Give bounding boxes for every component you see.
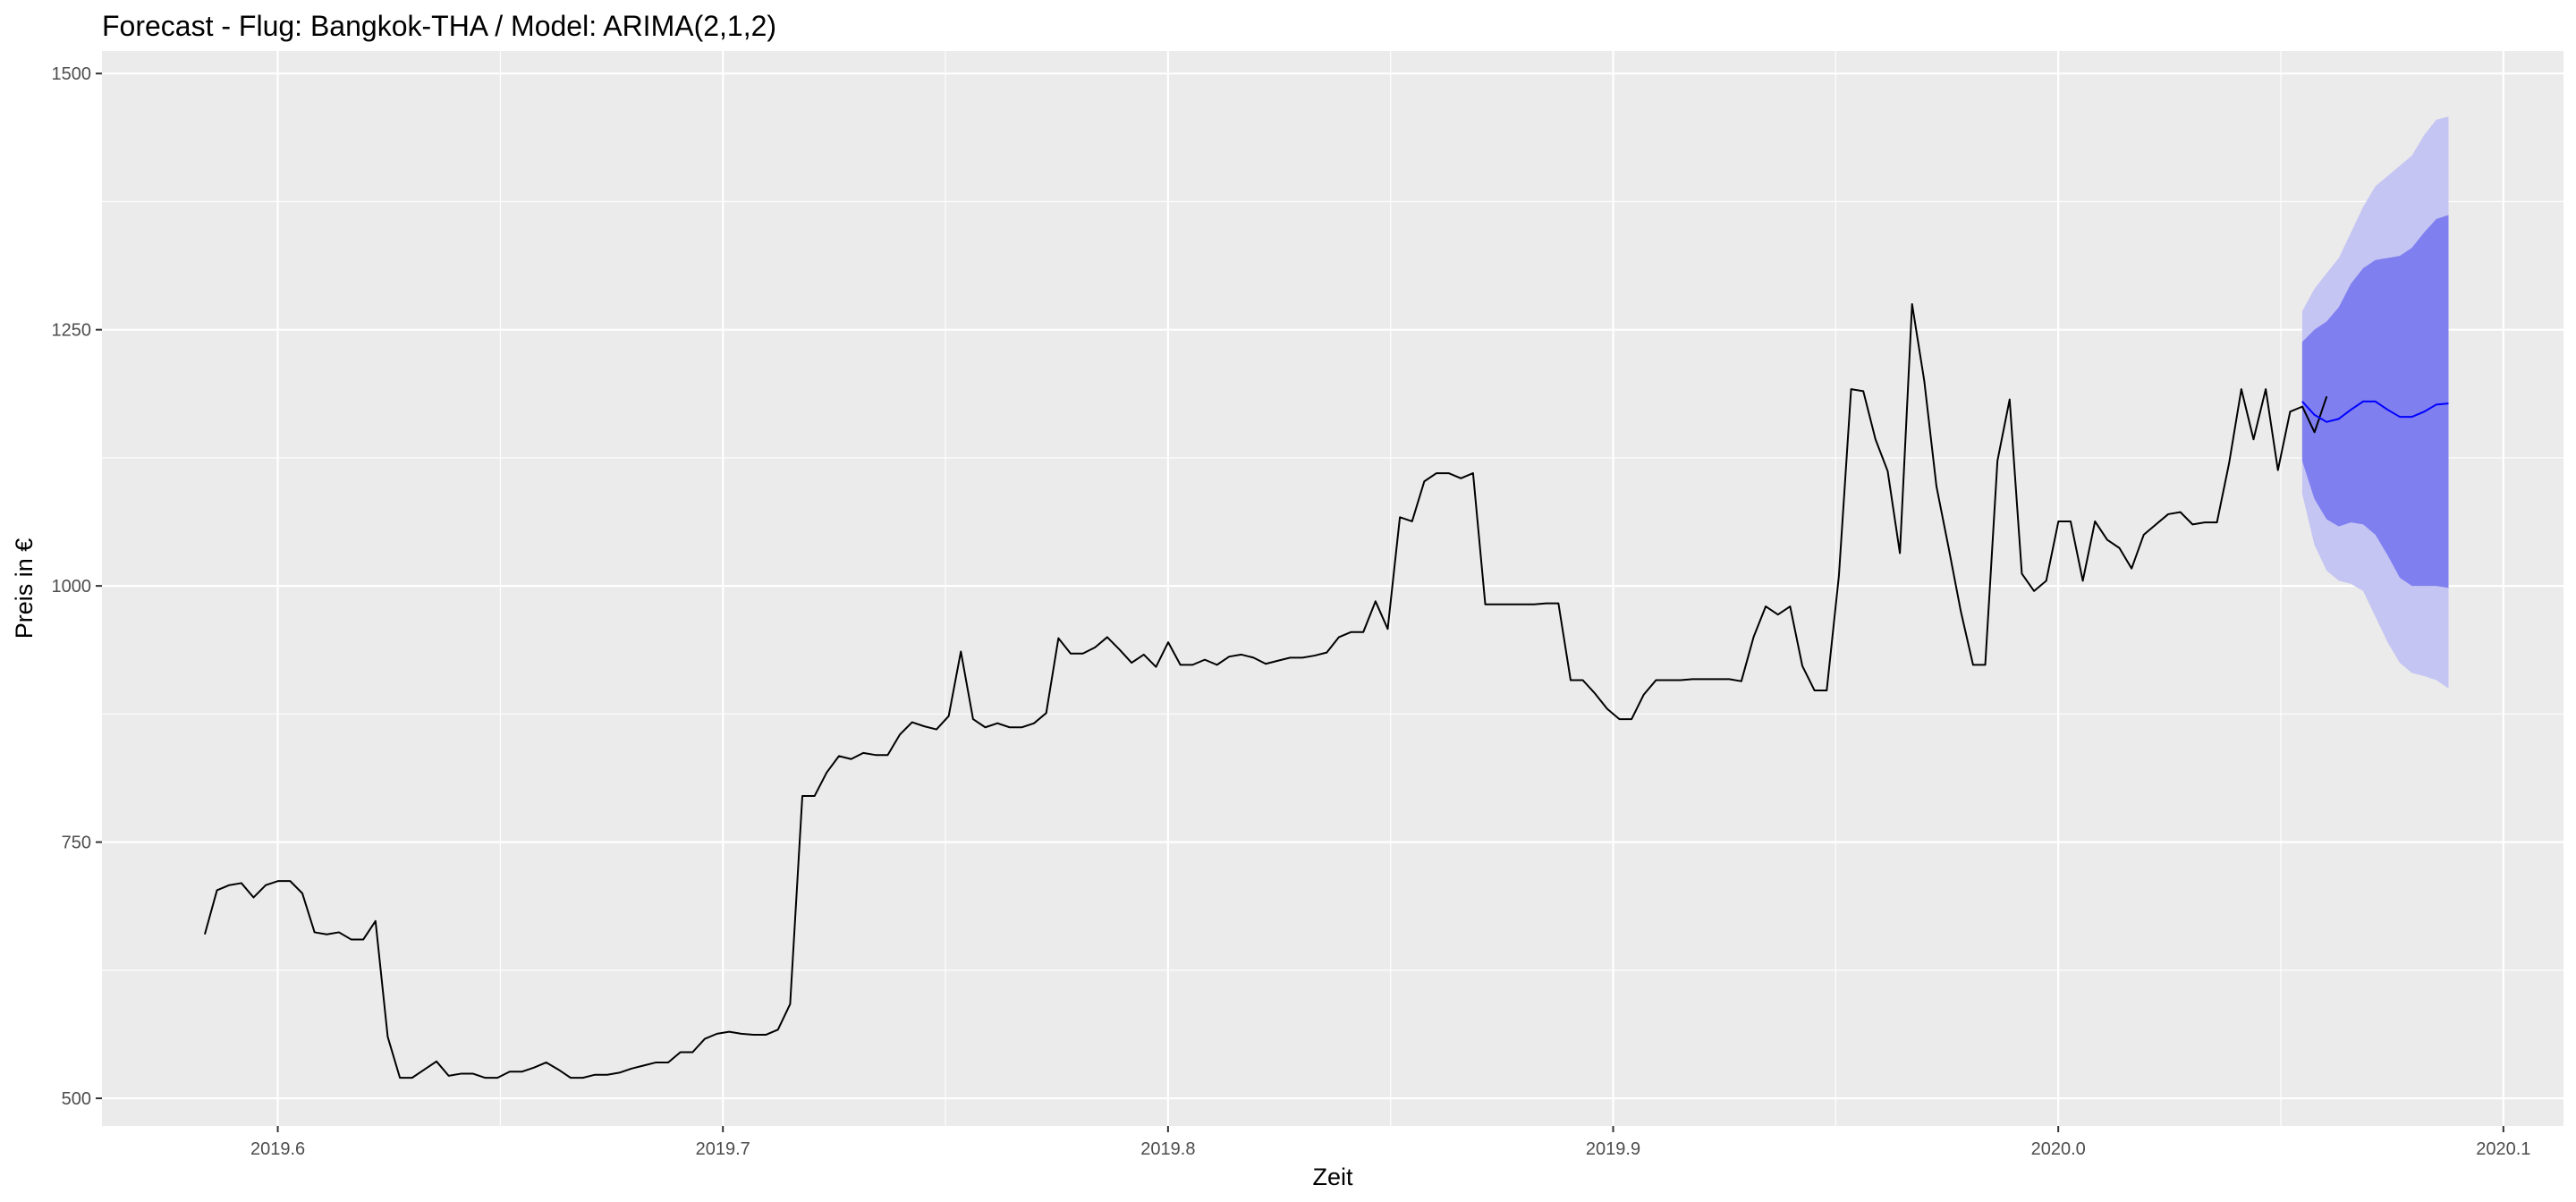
y-tick-label: 500	[62, 1089, 91, 1109]
y-axis: 500 750 1000 1250 1500	[52, 64, 102, 1109]
y-tick-label: 1250	[52, 321, 92, 341]
y-tick-label: 1000	[52, 577, 92, 597]
major-gridlines	[102, 51, 2563, 1126]
minor-gridlines	[102, 51, 2563, 1126]
observed-series-line	[203, 303, 2328, 1079]
x-tick-label: 2019.9	[1586, 1139, 1640, 1159]
x-tick-label: 2020.0	[2031, 1139, 2086, 1159]
forecast-mean-line	[2301, 400, 2449, 423]
x-tick-label: 2020.1	[2476, 1139, 2530, 1159]
chart-title: Forecast - Flug: Bangkok-THA / Model: AR…	[102, 10, 776, 42]
x-tick-label: 2019.8	[1140, 1139, 1195, 1159]
y-tick-label: 750	[62, 834, 91, 853]
series-lines	[203, 303, 2449, 1079]
plot-panel	[102, 51, 2563, 1126]
x-axis-title: Zeit	[1312, 1164, 1353, 1190]
y-tick-label: 1500	[52, 64, 92, 84]
x-tick-label: 2019.7	[696, 1139, 750, 1159]
x-axis: 2019.6 2019.7 2019.8 2019.9 2020.0 2020.1	[250, 1126, 2530, 1159]
x-tick-label: 2019.6	[250, 1139, 305, 1159]
y-axis-title: Preis in €	[11, 538, 38, 639]
